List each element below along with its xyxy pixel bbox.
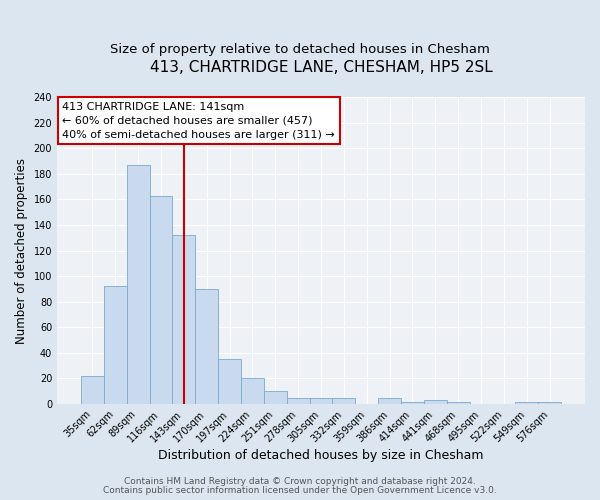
Text: 413 CHARTRIDGE LANE: 141sqm
← 60% of detached houses are smaller (457)
40% of se: 413 CHARTRIDGE LANE: 141sqm ← 60% of det…: [62, 102, 335, 140]
Bar: [424, 400, 447, 404]
Bar: [172, 235, 196, 404]
Text: Size of property relative to detached houses in Chesham: Size of property relative to detached ho…: [110, 42, 490, 56]
Bar: [401, 402, 424, 404]
X-axis label: Distribution of detached houses by size in Chesham: Distribution of detached houses by size …: [158, 450, 484, 462]
Bar: [241, 378, 264, 404]
Bar: [287, 398, 310, 404]
Bar: [538, 402, 561, 404]
Text: Contains public sector information licensed under the Open Government Licence v3: Contains public sector information licen…: [103, 486, 497, 495]
Y-axis label: Number of detached properties: Number of detached properties: [15, 158, 28, 344]
Bar: [81, 376, 104, 404]
Text: Contains HM Land Registry data © Crown copyright and database right 2024.: Contains HM Land Registry data © Crown c…: [124, 477, 476, 486]
Bar: [196, 289, 218, 404]
Bar: [515, 402, 538, 404]
Bar: [447, 402, 470, 404]
Bar: [310, 398, 332, 404]
Title: 413, CHARTRIDGE LANE, CHESHAM, HP5 2SL: 413, CHARTRIDGE LANE, CHESHAM, HP5 2SL: [149, 60, 493, 75]
Bar: [149, 196, 172, 404]
Bar: [264, 392, 287, 404]
Bar: [218, 360, 241, 404]
Bar: [332, 398, 355, 404]
Bar: [378, 398, 401, 404]
Bar: [104, 286, 127, 404]
Bar: [127, 165, 149, 404]
